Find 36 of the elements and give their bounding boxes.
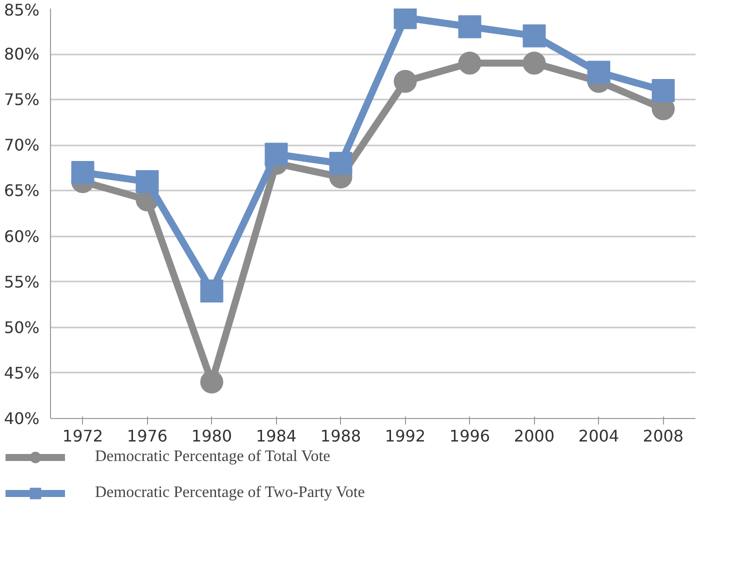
point <box>522 24 546 48</box>
point <box>394 8 417 30</box>
x-tick-label: 1992 <box>384 426 426 446</box>
legend-label: Democratic Percentage of Two-Party Vote <box>95 484 365 502</box>
y-tick-label: 55% <box>4 272 40 292</box>
point <box>200 279 224 302</box>
point <box>71 161 94 184</box>
x-tick-label: 2008 <box>642 426 684 446</box>
y-tick-label: 65% <box>4 181 40 200</box>
y-tick-label: 50% <box>4 318 40 337</box>
point <box>329 152 352 175</box>
y-tick-label: 75% <box>4 90 40 110</box>
y-tick-label: 45% <box>4 363 40 382</box>
x-tick-label: 1980 <box>191 426 232 446</box>
point <box>264 142 288 166</box>
y-tick-label: 70% <box>4 136 40 155</box>
x-tick-label: 2000 <box>514 426 555 446</box>
y-tick-label: 60% <box>4 226 40 246</box>
y-tick-label: 85% <box>4 0 40 20</box>
x-tick-label: 2004 <box>578 426 620 446</box>
point <box>394 70 417 93</box>
x-tick-label: 1996 <box>449 426 490 446</box>
y-tick-label: 40% <box>4 409 40 428</box>
y-tick-label: 80% <box>4 44 40 64</box>
point <box>587 60 610 84</box>
point <box>458 52 482 75</box>
legend-label: Democratic Percentage of Total Vote <box>95 448 330 466</box>
point <box>200 370 224 394</box>
x-tick-label: 1988 <box>320 426 362 446</box>
point <box>136 170 159 194</box>
x-tick-label: 1972 <box>62 426 104 446</box>
x-tick-label: 1984 <box>256 426 297 446</box>
x-tick-label: 1976 <box>126 426 168 446</box>
point <box>652 79 675 102</box>
point <box>458 15 482 38</box>
point <box>522 52 546 75</box>
